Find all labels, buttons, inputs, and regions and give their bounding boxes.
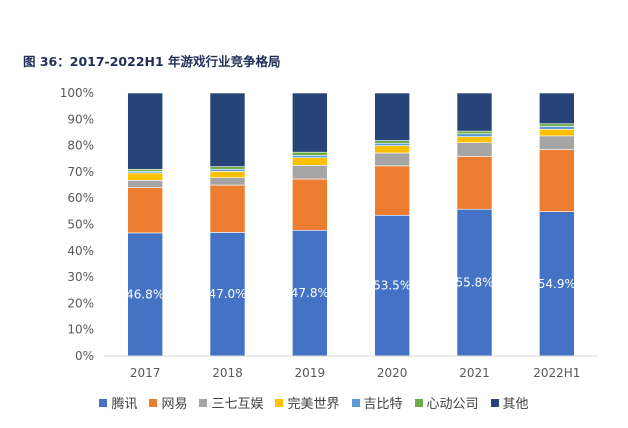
bar-segment-腾讯 (127, 232, 163, 357)
legend-swatch (149, 398, 158, 407)
bar-segment-完美世界 (209, 171, 246, 178)
x-tick-label: 2021 (459, 366, 490, 380)
legend-swatch (199, 398, 208, 407)
legend-item: 腾讯 (99, 393, 137, 412)
bar-segment-完美世界 (456, 136, 493, 144)
bar-segment-网易 (374, 165, 410, 216)
bar-segment-心动公司 (539, 123, 575, 127)
bar-segment-网易 (209, 184, 246, 233)
bar-segment-完美世界 (374, 145, 410, 154)
bar-segment-腾讯 (292, 229, 328, 357)
legend-item: 吉比特 (351, 393, 403, 412)
bar-segment-网易 (127, 187, 163, 234)
bar-stack-2020: 53.5% (373, 92, 411, 357)
y-tick-label: 0% (75, 349, 94, 363)
bar-segment-腾讯 (209, 232, 246, 357)
bar-segment-吉比特 (539, 126, 575, 130)
legend-swatch (490, 398, 499, 407)
legend-swatch (99, 398, 108, 407)
data-label: 47.8% (291, 286, 329, 300)
y-tick-label: 70% (67, 165, 94, 179)
legend-label: 吉比特 (363, 397, 403, 412)
bar-stack-2021: 55.8% (455, 92, 494, 357)
x-tick-label: 2022H1 (533, 366, 580, 380)
bar-segment-三七互娱 (127, 180, 163, 188)
bar-segment-网易 (456, 156, 493, 210)
bars: 46.8% 47.0% 47.8% 53.5% 55.8% 54.9% (126, 92, 576, 357)
legend-item: 完美世界 (275, 393, 340, 412)
x-tick-label: 2020 (377, 366, 408, 380)
data-label: 55.8% (455, 276, 493, 290)
y-tick-label: 50% (67, 218, 94, 232)
legend-label: 三七互娱 (211, 397, 264, 412)
y-axis: 0% 10% 20% 30% 40% 50% 60% 70% 80% 90% 100% (60, 86, 94, 363)
legend-label: 心动公司 (426, 397, 479, 412)
y-tick-label: 10% (67, 323, 94, 337)
legend-swatch (351, 398, 360, 407)
y-tick-label: 40% (67, 244, 94, 258)
bar-segment-完美世界 (292, 157, 328, 166)
bar-stack-2019: 47.8% (291, 92, 329, 357)
legend-label: 网易 (161, 397, 188, 412)
legend-swatch (275, 398, 284, 407)
legend-label: 腾讯 (111, 397, 138, 412)
bar-segment-网易 (539, 149, 575, 212)
bar-segment-吉比特 (456, 133, 493, 137)
legend: 腾讯 网易 三七互娱 完美世界 吉比特 心动公司 其他 (0, 393, 628, 412)
bar-segment-吉比特 (209, 168, 246, 172)
legend-item: 网易 (149, 393, 187, 412)
legend-label: 其他 (502, 397, 529, 412)
figure-title: 图 36：2017-2022H1 年游戏行业竞争格局 (23, 54, 281, 69)
bar-segment-三七互娱 (292, 165, 328, 180)
legend-swatch (414, 398, 423, 407)
legend-item: 三七互娱 (199, 393, 263, 412)
bar-segment-完美世界 (539, 128, 575, 137)
y-tick-label: 80% (67, 139, 94, 153)
bar-segment-心动公司 (209, 166, 246, 170)
bar-stack-2018: 47.0% (208, 92, 247, 357)
bar-segment-其他 (456, 92, 493, 132)
data-label: 54.9% (538, 277, 576, 291)
x-axis: 2017 2018 2019 2020 2021 2022H1 (104, 355, 598, 380)
bar-segment-三七互娱 (539, 135, 575, 150)
bar-segment-心动公司 (127, 168, 163, 172)
legend-item: 心动公司 (414, 393, 479, 412)
x-tick-label: 2018 (212, 366, 243, 380)
data-label: 53.5% (373, 279, 411, 293)
y-tick-label: 90% (67, 112, 94, 126)
bar-segment-其他 (539, 92, 575, 125)
bar-segment-腾讯 (374, 214, 410, 357)
x-tick-label: 2017 (130, 366, 161, 380)
bar-segment-其他 (374, 92, 410, 141)
y-tick-label: 100% (60, 86, 94, 100)
bar-segment-吉比特 (374, 142, 410, 146)
data-label: 46.8% (126, 287, 164, 301)
bar-segment-心动公司 (292, 151, 328, 156)
bar-segment-心动公司 (456, 130, 493, 135)
bar-segment-完美世界 (127, 172, 163, 181)
bar-stack-2022H1: 54.9% (538, 92, 576, 357)
x-tick-label: 2019 (295, 366, 326, 380)
y-tick-label: 60% (67, 191, 94, 205)
bar-segment-三七互娱 (209, 177, 246, 186)
bar-segment-三七互娱 (456, 142, 493, 157)
legend-label: 完美世界 (287, 397, 340, 412)
bar-stack-2017: 46.8% (126, 92, 164, 357)
bar-segment-其他 (292, 92, 328, 153)
bar-segment-其他 (209, 92, 246, 167)
bar-segment-心动公司 (374, 140, 410, 144)
legend-item: 其他 (490, 393, 529, 412)
bar-segment-吉比特 (292, 155, 328, 158)
bar-segment-网易 (292, 178, 328, 231)
bar-segment-其他 (127, 92, 163, 170)
data-label: 47.0% (208, 287, 246, 301)
y-tick-label: 30% (67, 270, 94, 284)
y-tick-label: 20% (67, 296, 94, 310)
bar-segment-三七互娱 (374, 152, 410, 167)
